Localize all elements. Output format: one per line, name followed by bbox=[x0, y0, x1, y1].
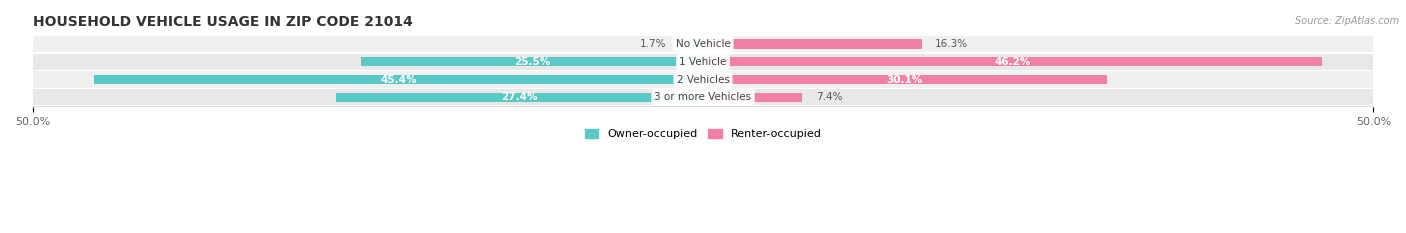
Text: 2 Vehicles: 2 Vehicles bbox=[676, 75, 730, 85]
Text: 16.3%: 16.3% bbox=[935, 39, 969, 49]
Bar bbox=[32, 54, 1374, 70]
Text: 3 or more Vehicles: 3 or more Vehicles bbox=[654, 92, 752, 102]
Text: 45.4%: 45.4% bbox=[381, 75, 418, 85]
Bar bbox=[703, 39, 921, 49]
Bar bbox=[32, 36, 1374, 52]
Bar bbox=[703, 57, 1323, 66]
Bar bbox=[32, 71, 1374, 88]
Bar bbox=[32, 89, 1374, 105]
Text: 25.5%: 25.5% bbox=[515, 57, 550, 67]
Text: 1.7%: 1.7% bbox=[640, 39, 666, 49]
Text: 46.2%: 46.2% bbox=[994, 57, 1031, 67]
Text: 30.1%: 30.1% bbox=[887, 75, 922, 85]
Bar bbox=[336, 93, 703, 102]
Text: 27.4%: 27.4% bbox=[501, 92, 537, 102]
Text: HOUSEHOLD VEHICLE USAGE IN ZIP CODE 21014: HOUSEHOLD VEHICLE USAGE IN ZIP CODE 2101… bbox=[32, 15, 412, 29]
Bar bbox=[681, 39, 703, 49]
Bar bbox=[703, 93, 803, 102]
Bar bbox=[703, 75, 1107, 84]
Text: 7.4%: 7.4% bbox=[815, 92, 842, 102]
Text: 1 Vehicle: 1 Vehicle bbox=[679, 57, 727, 67]
Text: No Vehicle: No Vehicle bbox=[675, 39, 731, 49]
Text: Source: ZipAtlas.com: Source: ZipAtlas.com bbox=[1295, 16, 1399, 26]
Bar bbox=[94, 75, 703, 84]
Bar bbox=[361, 57, 703, 66]
Legend: Owner-occupied, Renter-occupied: Owner-occupied, Renter-occupied bbox=[585, 129, 821, 139]
